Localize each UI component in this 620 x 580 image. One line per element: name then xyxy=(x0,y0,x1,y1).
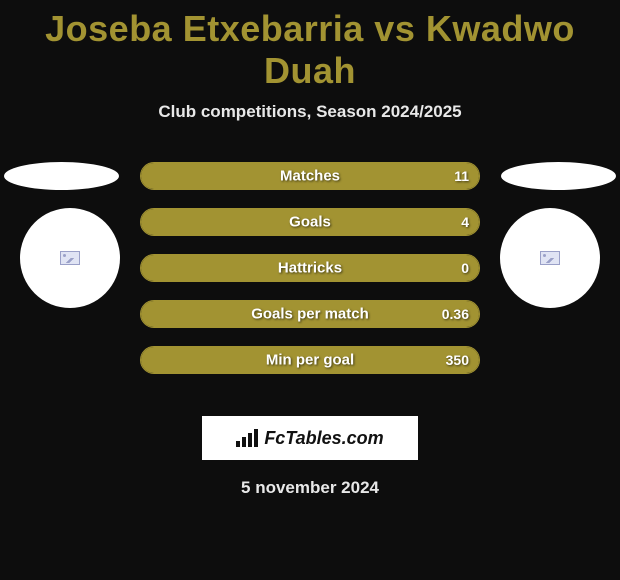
comparison-panel: Matches11 Goals4 Hattricks0 Goals per match… xyxy=(0,162,620,402)
image-placeholder-icon xyxy=(540,251,560,265)
stat-bar: Min per goal350 xyxy=(140,346,480,374)
bar-label: Goals xyxy=(141,214,479,231)
player-left-avatar xyxy=(20,208,120,308)
bar-label: Matches xyxy=(141,168,479,185)
stats-bars: Matches11 Goals4 Hattricks0 Goals per match… xyxy=(140,162,480,392)
date-caption: 5 november 2024 xyxy=(0,478,620,498)
bar-value-right: 0 xyxy=(461,260,469,276)
stat-bar: Hattricks0 xyxy=(140,254,480,282)
subtitle: Club competitions, Season 2024/2025 xyxy=(0,102,620,122)
bar-label: Hattricks xyxy=(141,260,479,277)
bar-label: Goals per match xyxy=(141,306,479,323)
source-logo: FcTables.com xyxy=(202,416,418,460)
bar-value-right: 350 xyxy=(446,352,469,368)
image-placeholder-icon xyxy=(60,251,80,265)
bar-chart-icon xyxy=(236,429,258,447)
page-title: Joseba Etxebarria vs Kwadwo Duah xyxy=(0,0,620,92)
player-right-header-ellipse xyxy=(501,162,616,190)
bar-value-right: 4 xyxy=(461,214,469,230)
player-right-avatar xyxy=(500,208,600,308)
stat-bar: Matches11 xyxy=(140,162,480,190)
bar-value-right: 11 xyxy=(454,168,469,184)
player-left-header-ellipse xyxy=(4,162,119,190)
logo-text: FcTables.com xyxy=(264,428,383,449)
stat-bar: Goals4 xyxy=(140,208,480,236)
bar-value-right: 0.36 xyxy=(442,306,469,322)
stat-bar: Goals per match0.36 xyxy=(140,300,480,328)
bar-label: Min per goal xyxy=(141,352,479,369)
